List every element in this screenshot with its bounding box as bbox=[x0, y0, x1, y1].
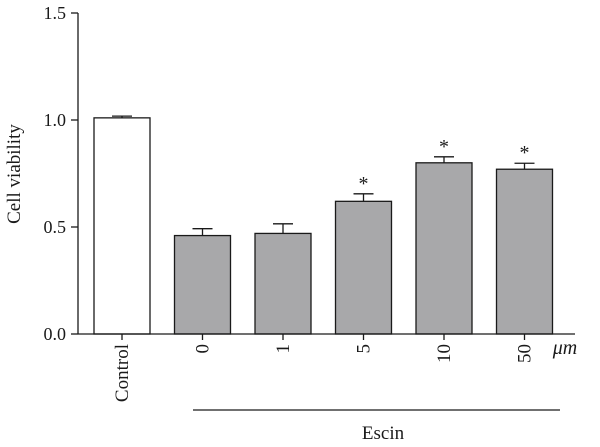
x-tick-labels-layer: Control 0 1 5 10 50 bbox=[112, 334, 536, 402]
x-tick-label: 10 bbox=[434, 344, 455, 363]
bar-1 bbox=[254, 232, 312, 335]
bar-50 bbox=[495, 168, 554, 335]
significance-marker: * bbox=[359, 173, 369, 195]
significance-layer: * * * bbox=[359, 136, 530, 195]
bars-layer bbox=[93, 117, 554, 335]
x-tick-label: 50 bbox=[515, 344, 536, 363]
x-tick-label: 0 bbox=[193, 344, 214, 354]
error-bars-layer bbox=[112, 115, 535, 236]
x-tick-label: 1 bbox=[273, 344, 294, 354]
y-ticks-layer: 0.0 0.5 1.0 1.5 bbox=[44, 3, 78, 344]
y-axis-label: Cell viability bbox=[4, 124, 25, 224]
y-tick-label: 0.0 bbox=[44, 324, 67, 344]
significance-marker: * bbox=[520, 142, 530, 164]
y-tick-label: 1.0 bbox=[44, 110, 67, 130]
y-tick-label: 1.5 bbox=[44, 3, 67, 23]
x-tick-label: 5 bbox=[354, 344, 375, 354]
axes-layer bbox=[77, 13, 575, 335]
bar-0 bbox=[173, 234, 232, 335]
significance-marker: * bbox=[439, 136, 449, 158]
group-label: Escin bbox=[362, 423, 405, 444]
x-tick-label: Control bbox=[112, 344, 133, 402]
unit-label: μm bbox=[552, 337, 577, 359]
bar-5 bbox=[334, 200, 393, 335]
bar-10 bbox=[415, 162, 473, 335]
y-tick-label: 0.5 bbox=[44, 217, 67, 237]
bar-control bbox=[93, 117, 151, 335]
